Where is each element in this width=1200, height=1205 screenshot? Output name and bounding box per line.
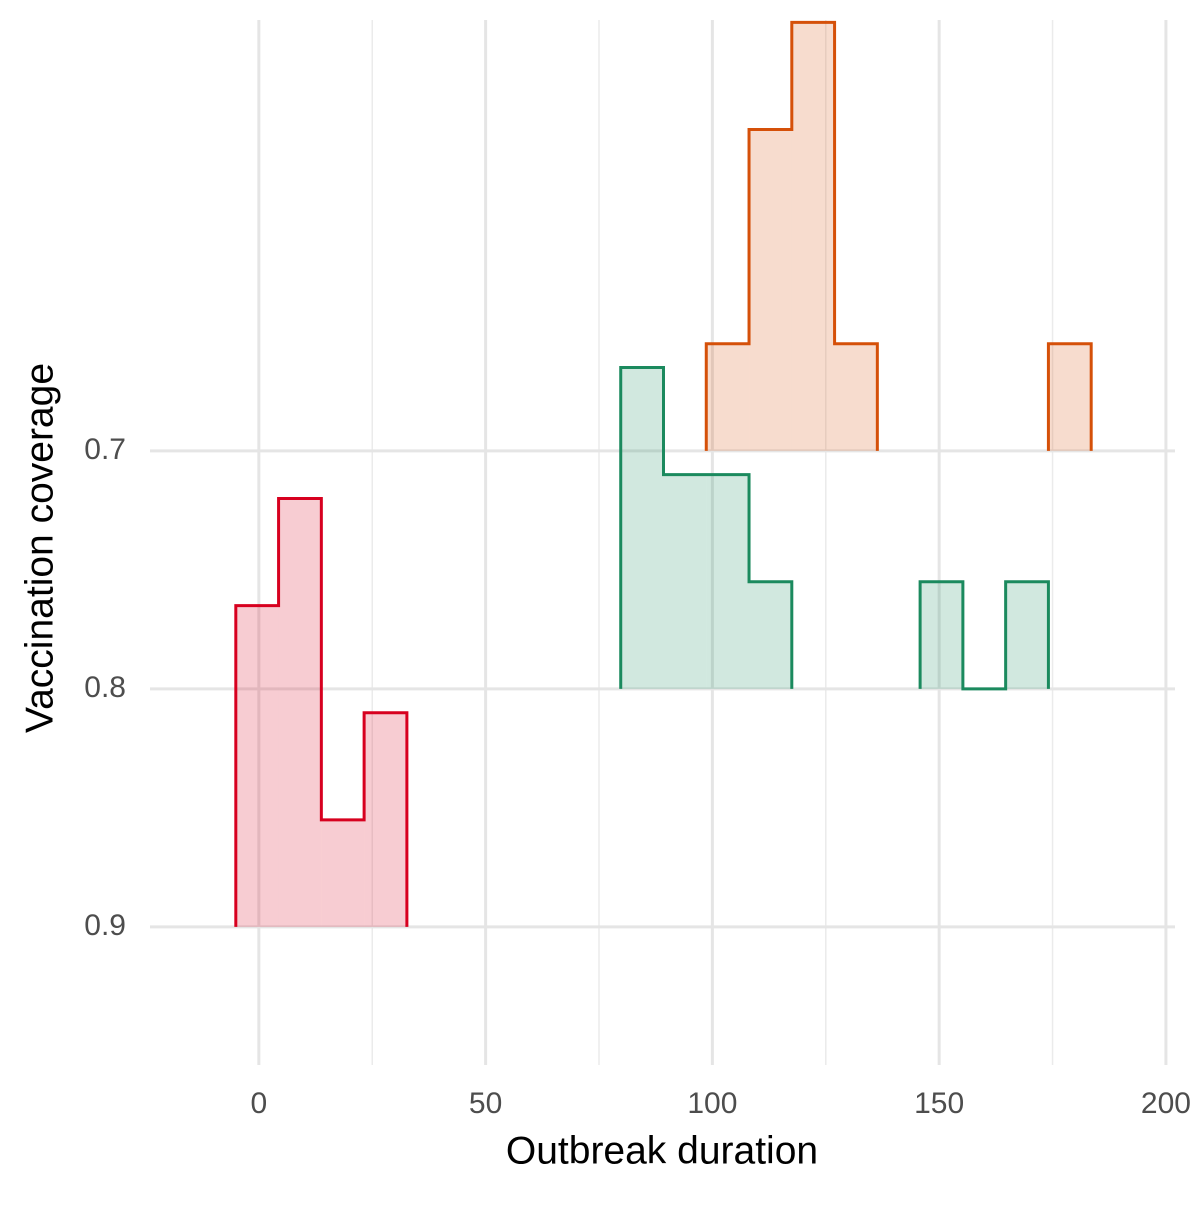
histogram-bar <box>235 605 279 927</box>
histogram-bar <box>663 474 707 689</box>
y-tick-label: 0.9 <box>84 909 126 942</box>
ridge-outline <box>704 20 879 451</box>
histogram-bar <box>1048 343 1092 451</box>
histogram-bar <box>620 367 664 689</box>
histogram-bar <box>920 581 963 689</box>
histogram-bar <box>706 343 750 451</box>
ridge-outline <box>1046 342 1093 451</box>
x-tick-label: 150 <box>914 1087 964 1120</box>
y-tick-label: 0.7 <box>84 433 126 466</box>
marks <box>234 20 1093 927</box>
ridge-outline <box>619 366 794 689</box>
histogram-bar <box>1005 581 1049 689</box>
histogram-bar <box>749 581 792 689</box>
histogram-bar <box>364 712 407 927</box>
histogram-bar <box>321 819 365 927</box>
x-axis-title: Outbreak duration <box>506 1129 818 1172</box>
x-tick-label: 50 <box>469 1087 502 1120</box>
ridge-outline <box>918 580 1050 691</box>
y-axis-title: Vaccination coverage <box>18 363 61 733</box>
x-tick-label: 0 <box>251 1087 268 1120</box>
histogram-bar <box>749 129 792 451</box>
histogram-bar <box>834 343 878 451</box>
ridge-outline <box>234 496 409 927</box>
histogram-bar <box>791 22 835 451</box>
histogram-bar <box>278 498 322 927</box>
histogram-bar <box>706 474 750 689</box>
x-tick-label: 200 <box>1141 1087 1191 1120</box>
y-tick-label: 0.8 <box>84 671 126 704</box>
x-tick-label: 100 <box>687 1087 737 1120</box>
